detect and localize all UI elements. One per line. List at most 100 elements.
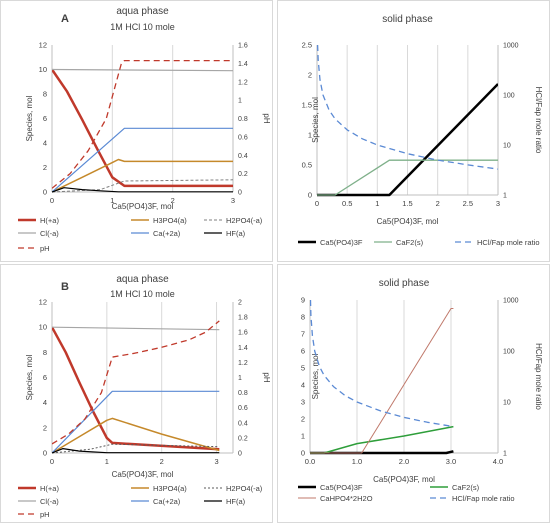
series-h3po4-a [52, 158, 233, 193]
series-hcl-fap-mole-ratio [310, 299, 454, 428]
y-axis-label: Species, mol [25, 95, 34, 141]
y2-tick-label: 1 [238, 375, 242, 382]
legend-label: Ca5(PO4)3F [320, 238, 363, 247]
y2-tick-label: 0 [238, 190, 242, 197]
y2-axis-label: HCl/Fap mole ratio [534, 343, 543, 410]
y2-tick-label: 0.6 [238, 134, 248, 141]
y-tick-label: 4 [43, 398, 47, 407]
y2-tick-label: 2 [238, 300, 242, 307]
x-tick-label: 0 [315, 199, 319, 208]
chart-subtitle: 1M HCl 10 mole [110, 22, 175, 32]
y-tick-label: 1 [308, 131, 312, 140]
x-axis-label: Ca5(PO4)3F, mol [112, 470, 174, 479]
x-tick-label: 0 [50, 196, 54, 205]
y2-tick-label: 0.4 [238, 153, 248, 160]
chart-title: solid phase [379, 278, 430, 289]
series-cl-a [52, 68, 233, 72]
series-caf2-s [317, 159, 498, 196]
y-axis-label: Species, mol [25, 354, 34, 400]
series-ca-2a [52, 127, 233, 193]
x-axis-label: Ca5(PO4)3F, mol [373, 475, 435, 484]
y-tick-label: 0 [43, 188, 47, 197]
y2-axis-label: pH [262, 113, 271, 123]
y2-tick-label: 1000 [503, 298, 519, 305]
y2-tick-label: 0.8 [238, 390, 248, 397]
y-tick-label: 5 [301, 364, 305, 373]
x-tick-label: 0 [50, 457, 54, 466]
series-ca5-po4-3f [317, 83, 498, 197]
y-axis-label: Species, mol [311, 353, 320, 399]
x-tick-label: 0.5 [342, 199, 352, 208]
legend-label: CaHPO4*2H2O [320, 494, 373, 503]
legend-label: HCl/Fap mole ratio [477, 238, 540, 247]
x-tick-label: 2 [160, 457, 164, 466]
y-tick-label: 9 [301, 296, 305, 305]
legend-label: H3PO4(a) [153, 216, 187, 225]
panel-border [277, 0, 550, 262]
x-tick-label: 2 [436, 199, 440, 208]
y-tick-label: 2 [43, 163, 47, 172]
series-h-a [52, 68, 233, 188]
series-hf-a [52, 187, 233, 193]
chart-title: solid phase [382, 14, 433, 25]
chart-panel-2: solid phase 0 0.5 1 1.5 2 2.5 3 0 0.5 1 1.5 2 2.5 1 10 1… [277, 0, 550, 262]
x-tick-label: 3 [231, 196, 235, 205]
y-tick-label: 0 [301, 449, 305, 458]
x-tick-label: 3 [496, 199, 500, 208]
legend-label: Ca5(PO4)3F [320, 483, 363, 492]
y2-tick-label: 1.4 [238, 345, 248, 352]
y2-tick-label: 1.6 [238, 43, 248, 50]
x-tick-label: 1 [105, 457, 109, 466]
panel-border [0, 0, 273, 262]
legend-label: CaF2(s) [396, 238, 424, 247]
x-tick-label: 2.0 [399, 457, 409, 466]
y2-tick-label: 100 [503, 349, 515, 356]
y2-tick-label: 1.4 [238, 61, 248, 68]
y2-tick-label: 1 [503, 193, 507, 200]
series-ca-2a [52, 390, 220, 454]
legend-label: Ca(+2a) [153, 229, 181, 238]
y-tick-label: 8 [43, 90, 47, 99]
y2-tick-label: 10 [503, 400, 511, 407]
y2-tick-label: 1.8 [238, 315, 248, 322]
y2-tick-label: 1000 [503, 43, 519, 50]
legend-label: HF(a) [226, 229, 246, 238]
x-tick-label: 1 [375, 199, 379, 208]
legend-label: pH [40, 510, 50, 519]
chart-panel-4: solid phase 0.0 1.0 2.0 3.0 4.0 0 1 2 3 4 5 6 7 8 9 1 10 1… [277, 264, 550, 523]
panel-letter: A [61, 13, 69, 25]
y-tick-label: 0 [308, 191, 312, 200]
series-h2po4-a [52, 179, 233, 193]
chart-title: aqua phase [116, 6, 169, 17]
legend-label: Ca(+2a) [153, 497, 181, 506]
series-cahpo4-2h2o [310, 308, 454, 454]
x-tick-label: 0.0 [305, 457, 315, 466]
y-tick-label: 2 [301, 415, 305, 424]
legend-label: pH [40, 244, 50, 253]
legend-label: H(+a) [40, 484, 59, 493]
y-tick-label: 2.5 [302, 41, 312, 50]
legend-label: H3PO4(a) [153, 484, 187, 493]
y-tick-label: 12 [39, 41, 47, 50]
y2-tick-label: 0.2 [238, 171, 248, 178]
legend-label: H2PO4(-a) [226, 216, 263, 225]
series-h2po4-a [52, 443, 220, 454]
series-h3po4-a [52, 417, 220, 454]
x-tick-label: 2.5 [463, 199, 473, 208]
x-tick-label: 4.0 [493, 457, 503, 466]
y-tick-label: 8 [301, 313, 305, 322]
panel-border [277, 264, 550, 523]
y2-tick-label: 0.8 [238, 116, 248, 123]
y2-tick-label: 1 [503, 451, 507, 458]
x-tick-label: 1.5 [402, 199, 412, 208]
y-tick-label: 4 [301, 381, 305, 390]
y2-tick-label: 0.6 [238, 405, 248, 412]
y-axis-label: Species, mol [311, 97, 320, 143]
x-tick-label: 1.0 [352, 457, 362, 466]
y-tick-label: 1 [301, 432, 305, 441]
y2-axis-label: pH [262, 372, 271, 382]
y-tick-label: 3 [301, 398, 305, 407]
x-axis-label: Ca5(PO4)3F, mol [112, 202, 174, 211]
